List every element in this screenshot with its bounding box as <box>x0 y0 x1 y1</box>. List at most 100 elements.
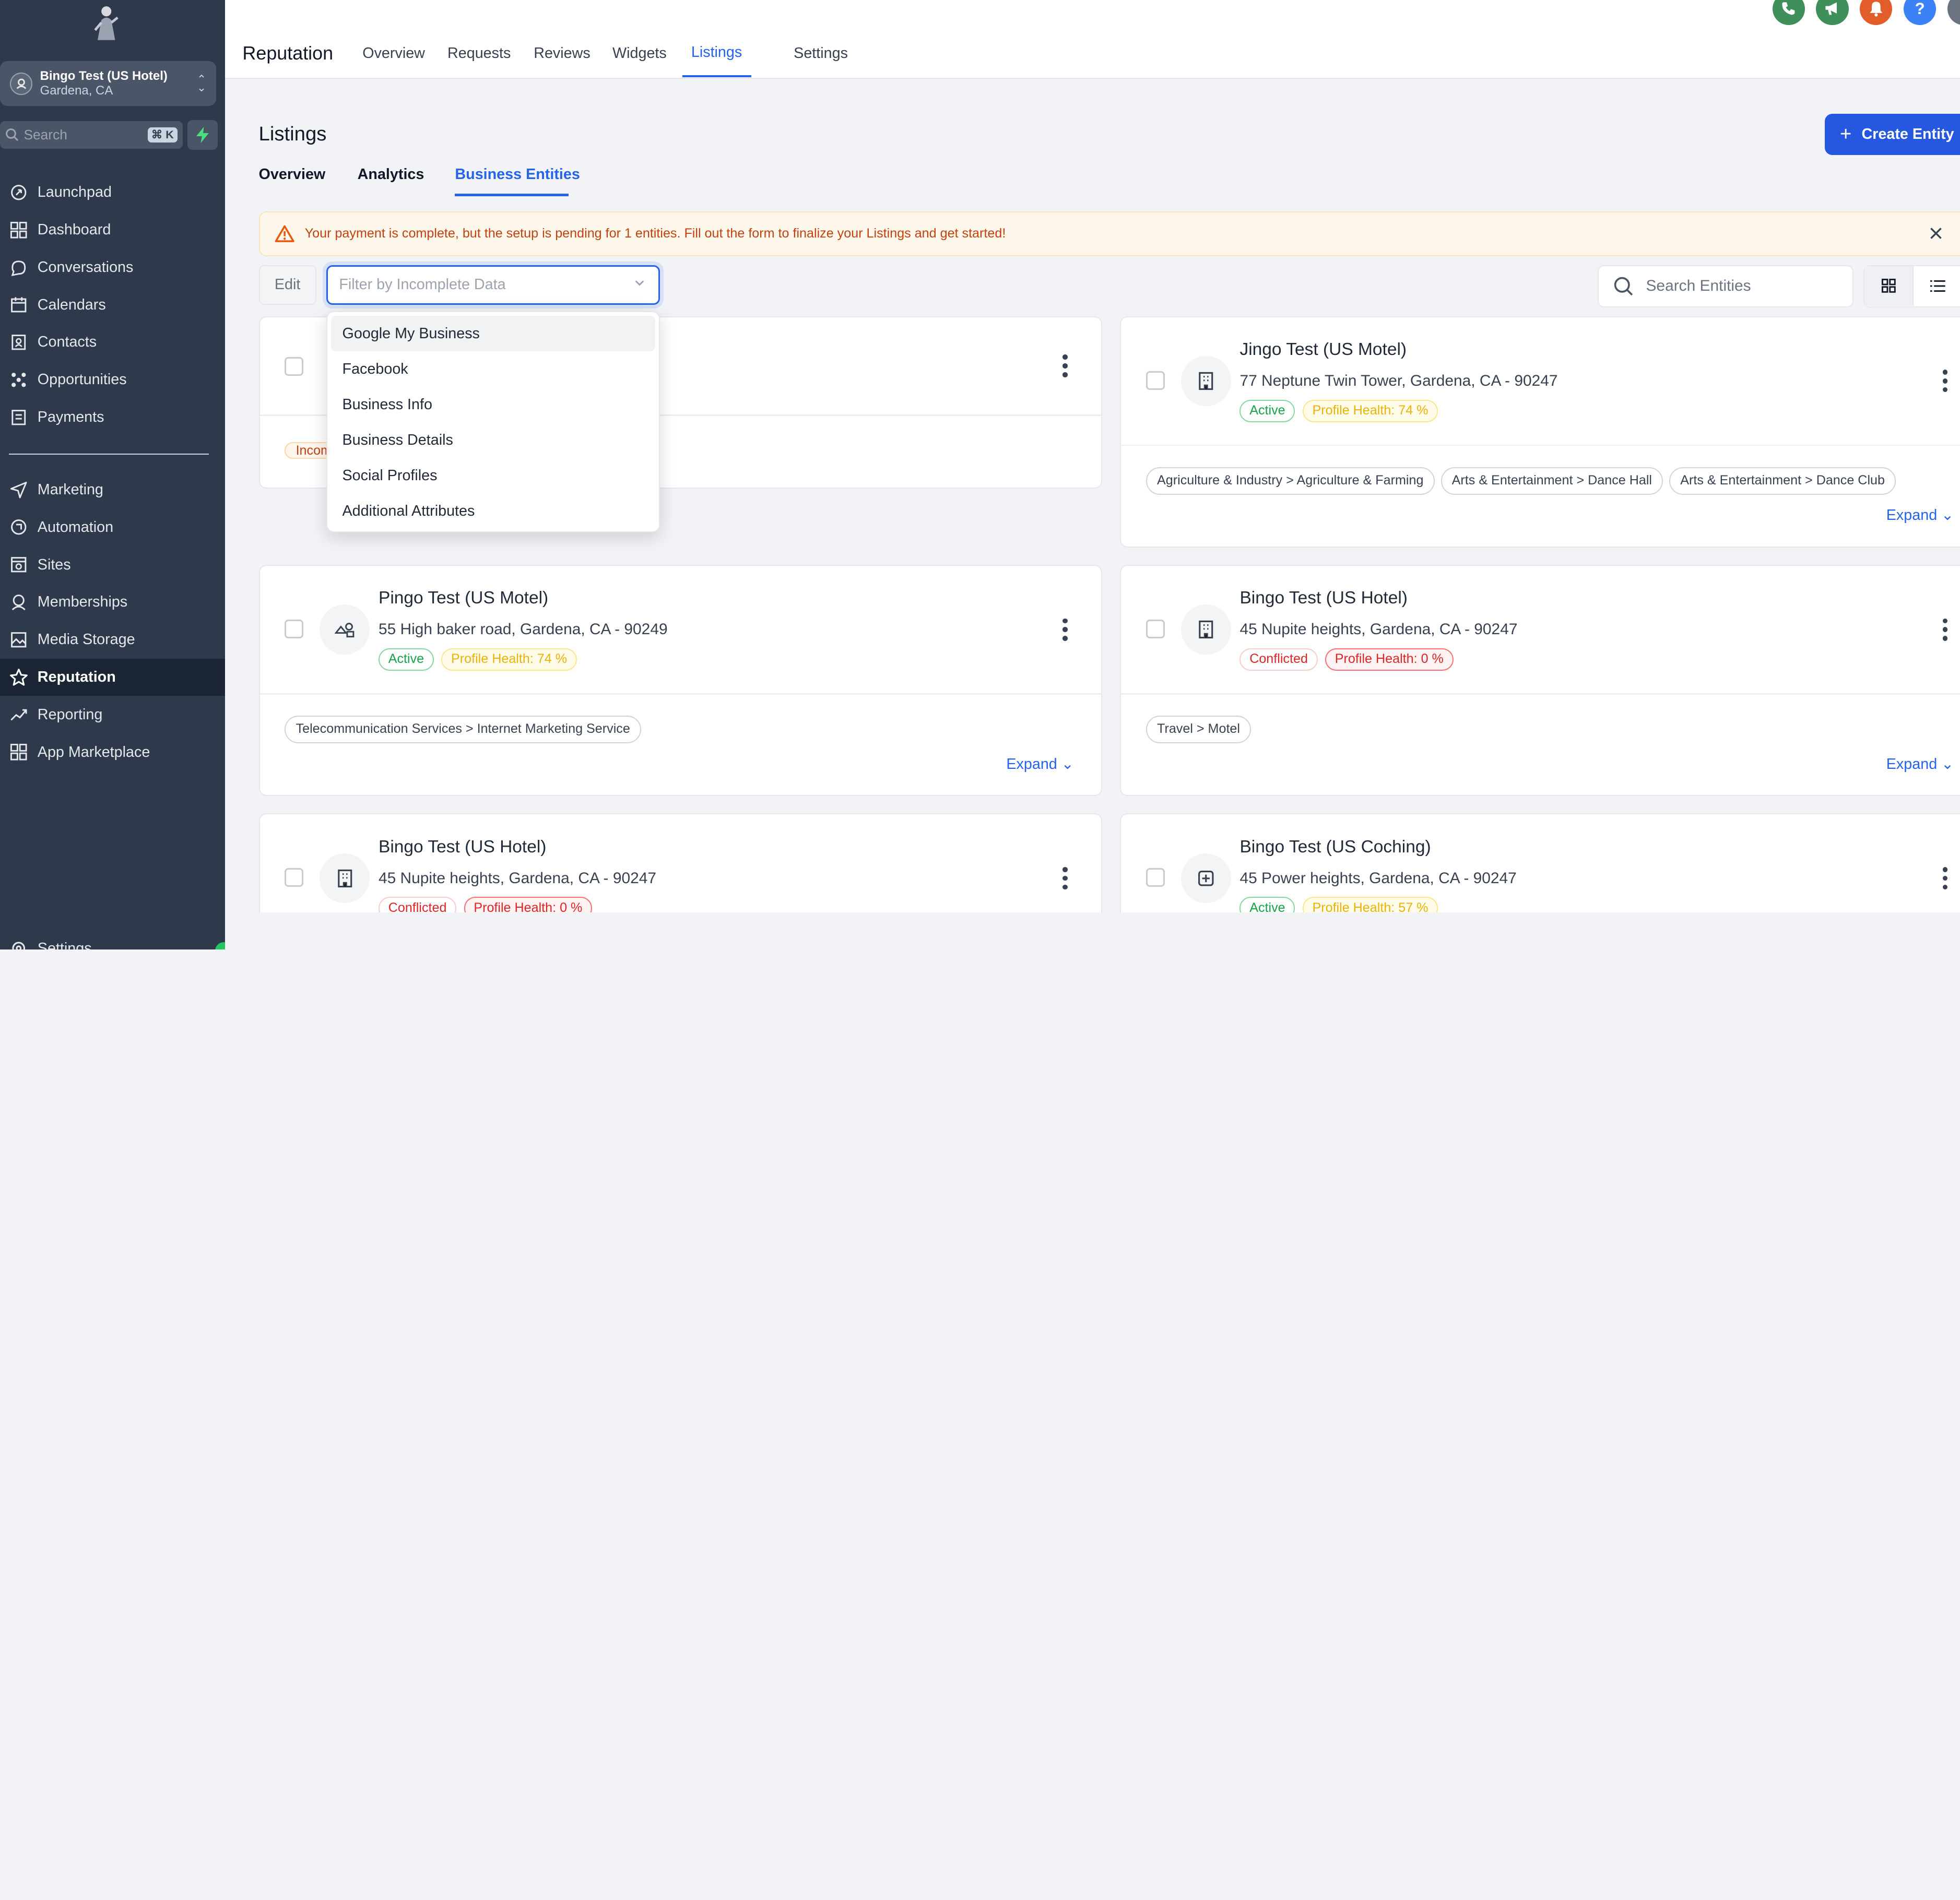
view-toggle <box>1863 265 1960 307</box>
sidebar-item-sites[interactable]: Sites <box>0 546 225 584</box>
subtab-business-entities[interactable]: Business Entities <box>455 166 580 183</box>
user-avatar[interactable] <box>1947 0 1960 25</box>
location-icon <box>10 72 33 95</box>
search-entities-placeholder: Search Entities <box>1646 277 1751 295</box>
gear-icon <box>7 937 30 950</box>
account-location: Gardena, CA <box>40 84 113 98</box>
option-business-info[interactable]: Business Info <box>342 396 432 413</box>
tab-widgets[interactable]: Widgets <box>612 45 667 62</box>
sidebar-item-opportunities[interactable]: Opportunities <box>0 361 225 399</box>
entity-address: 55 High baker road, Gardena, CA - 90249 <box>378 621 668 638</box>
sidebar-item-memberships[interactable]: Memberships <box>0 584 225 621</box>
option-facebook[interactable]: Facebook <box>342 360 408 377</box>
chat-widget-icon[interactable] <box>215 942 225 950</box>
search-entities-input[interactable]: Search Entities <box>1597 265 1854 307</box>
category-chip: Travel > Motel <box>1146 716 1251 743</box>
sidebar-item-contacts[interactable]: Contacts <box>0 324 225 361</box>
grid-icon <box>1881 279 1896 293</box>
expand-link[interactable]: Expand ⌄ <box>1006 755 1074 773</box>
entity-name[interactable]: Bingo Test (US Hotel) <box>378 837 547 857</box>
sidebar-divider <box>8 454 209 455</box>
subtab-overview[interactable]: Overview <box>258 166 326 183</box>
expand-link[interactable]: Expand ⌄ <box>1886 755 1954 773</box>
more-options-icon[interactable] <box>1941 618 1949 641</box>
more-options-icon[interactable] <box>1941 370 1949 393</box>
entity-name[interactable]: Jingo Test (US Motel) <box>1239 339 1407 359</box>
notifications-button[interactable] <box>1860 0 1893 25</box>
sidebar-item-label: Settings <box>37 940 92 950</box>
motel-icon <box>320 604 370 655</box>
option-business-details[interactable]: Business Details <box>342 431 453 448</box>
medical-building-icon <box>1180 853 1231 904</box>
calendar-icon <box>7 294 30 316</box>
sidebar-item-label: Automation <box>37 518 114 536</box>
option-google-my-business[interactable]: Google My Business <box>331 316 655 352</box>
quick-action-button[interactable] <box>187 120 218 150</box>
reporting-icon <box>7 704 30 726</box>
more-options-icon[interactable] <box>1941 867 1949 890</box>
payments-icon <box>7 406 30 429</box>
entity-checkbox[interactable] <box>285 357 304 376</box>
entity-name[interactable]: Bingo Test (US Coching) <box>1239 837 1431 857</box>
entity-name[interactable]: Bingo Test (US Hotel) <box>1239 588 1408 608</box>
lightning-icon <box>196 126 209 144</box>
create-entity-label: Create Entity <box>1861 125 1954 142</box>
page-title: Reputation <box>242 42 334 64</box>
subtab-analytics[interactable]: Analytics <box>357 166 424 183</box>
sidebar-item-label: Media Storage <box>37 631 135 648</box>
account-switcher[interactable]: Bingo Test (US Hotel) Gardena, CA ⌃ ⌄ <box>0 61 217 106</box>
tab-requests[interactable]: Requests <box>447 45 511 62</box>
sidebar-item-dashboard[interactable]: Dashboard <box>0 211 225 249</box>
option-additional-attributes[interactable]: Additional Attributes <box>342 502 475 519</box>
entity-checkbox[interactable] <box>1146 868 1165 887</box>
sidebar-item-payments[interactable]: Payments <box>0 399 225 436</box>
sidebar-item-conversations[interactable]: Conversations <box>0 248 225 286</box>
tab-settings[interactable]: Settings <box>794 45 848 62</box>
question-icon: ? <box>1915 0 1925 18</box>
sidebar-item-reputation[interactable]: Reputation <box>0 658 225 696</box>
sidebar-item-automation[interactable]: Automation <box>0 508 225 546</box>
list-view-button[interactable] <box>1914 266 1960 306</box>
entity-checkbox[interactable] <box>1146 620 1165 638</box>
option-social-profiles[interactable]: Social Profiles <box>342 467 438 484</box>
grid-view-button[interactable] <box>1864 266 1914 306</box>
expand-link[interactable]: Expand ⌄ <box>1886 507 1954 524</box>
category-chip: Agriculture & Industry > Agriculture & F… <box>1146 467 1435 495</box>
entity-card: Bingo Test (US Coching) 45 Power heights… <box>1120 813 1960 913</box>
tab-listings[interactable]: Listings <box>691 43 742 61</box>
more-options-icon[interactable] <box>1061 618 1069 641</box>
filter-select[interactable]: Filter by Incomplete Data <box>326 265 660 305</box>
sidebar-item-label: Reporting <box>37 706 103 723</box>
edit-button[interactable]: Edit <box>258 265 316 305</box>
sidebar-item-settings[interactable]: Settings <box>0 930 225 950</box>
entity-name[interactable]: Pingo Test (US Motel) <box>378 588 549 608</box>
sidebar-item-media-storage[interactable]: Media Storage <box>0 621 225 659</box>
search-placeholder: Search <box>23 127 67 143</box>
sidebar-search[interactable]: Search ⌘ K <box>0 121 183 149</box>
entity-checkbox[interactable] <box>285 620 304 638</box>
media-storage-icon <box>7 628 30 651</box>
sidebar-item-app-marketplace[interactable]: App Marketplace <box>0 733 225 771</box>
tab-reviews[interactable]: Reviews <box>534 45 591 62</box>
more-options-icon[interactable] <box>1061 354 1069 377</box>
entity-card: Bingo Test (US Hotel) 45 Nupite heights,… <box>258 813 1103 913</box>
announcements-button[interactable] <box>1816 0 1849 25</box>
listings-title: Listings <box>258 122 327 145</box>
tab-overview[interactable]: Overview <box>362 45 425 62</box>
entity-checkbox[interactable] <box>285 868 304 887</box>
create-entity-button[interactable]: + Create Entity <box>1825 113 1960 155</box>
sidebar-item-reporting[interactable]: Reporting <box>0 696 225 733</box>
entity-checkbox[interactable] <box>1146 371 1165 390</box>
sidebar-item-launchpad[interactable]: Launchpad <box>0 174 225 211</box>
status-badge: Conflicted <box>378 897 457 913</box>
more-options-icon[interactable] <box>1061 867 1069 890</box>
help-button[interactable]: ? <box>1904 0 1937 25</box>
company-logo <box>91 3 121 43</box>
entity-address: 45 Nupite heights, Gardena, CA - 90247 <box>378 869 656 887</box>
phone-button[interactable] <box>1772 0 1805 25</box>
sidebar-item-calendars[interactable]: Calendars <box>0 286 225 324</box>
close-alert-button[interactable] <box>1927 225 1945 243</box>
sidebar: Bingo Test (US Hotel) Gardena, CA ⌃ ⌄ Sea… <box>0 0 225 950</box>
building-icon <box>1180 604 1231 655</box>
sidebar-item-marketing[interactable]: Marketing <box>0 471 225 509</box>
